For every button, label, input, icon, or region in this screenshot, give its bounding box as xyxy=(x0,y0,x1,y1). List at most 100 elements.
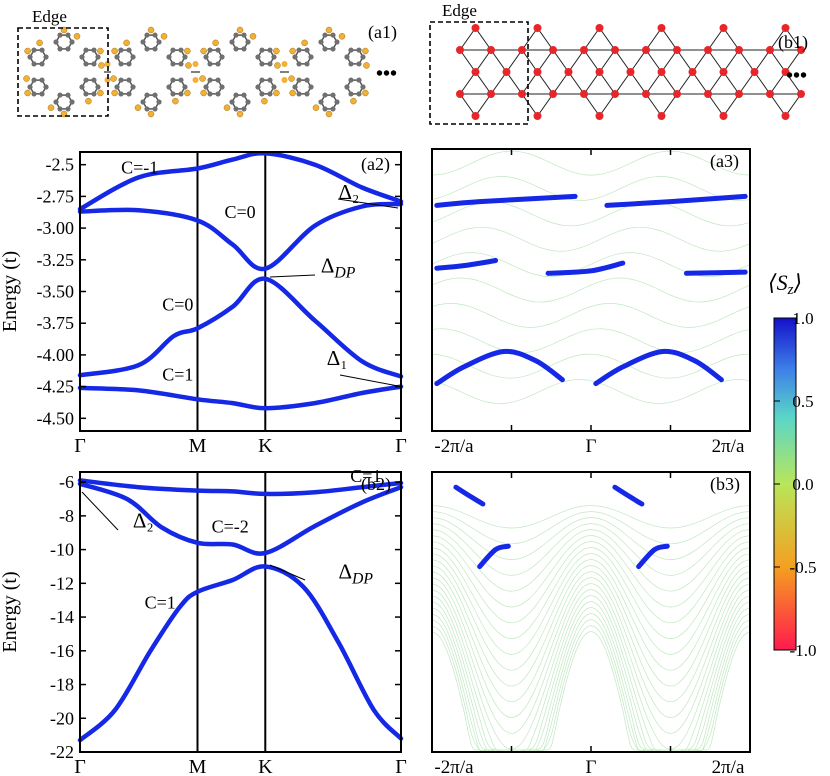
y-tick-label: -8 xyxy=(59,506,74,526)
bulk-band-line xyxy=(431,577,751,718)
hydrogen-atom xyxy=(24,89,31,97)
hydrogen-atom xyxy=(123,39,130,47)
lattice-site xyxy=(704,46,712,54)
lattice-site xyxy=(564,68,573,76)
colorbar: ⟨Sz⟩ 1.0 0.5 0.0 -0.5 -1.0 xyxy=(768,270,816,660)
bulk-band-line xyxy=(431,601,751,751)
kagome-triangle xyxy=(645,27,678,51)
carbon-atom xyxy=(39,61,45,67)
lattice-site xyxy=(502,68,511,76)
x-tick-label: K xyxy=(258,756,273,776)
hydrogen-atom xyxy=(223,104,231,111)
x-tick-label: Γ xyxy=(586,757,597,776)
edge-state-3 xyxy=(477,543,511,569)
carbon-atom xyxy=(219,54,225,60)
ribbon-spectrum-a3: -2π/a Γ 2π/a (a3) xyxy=(431,148,751,457)
y-tick-label: -4.50 xyxy=(37,408,75,428)
annotation-pointer xyxy=(337,198,399,209)
lattice-site xyxy=(518,46,526,54)
lattice-site xyxy=(456,46,464,54)
hydrogen-atom xyxy=(338,33,346,40)
hydrogen-atom xyxy=(185,62,192,69)
x-tick-label: -2π/a xyxy=(434,757,474,776)
annotation-label: C=-2 xyxy=(212,517,249,537)
y-tick-label: -3.00 xyxy=(37,218,75,238)
edge-box-b1 xyxy=(429,21,529,125)
kagome-triangle xyxy=(769,27,802,51)
bulk-band-line xyxy=(431,150,751,176)
bulk-band-line xyxy=(431,571,751,703)
hydrogen-atom xyxy=(273,89,280,97)
hydrogen-atom xyxy=(192,77,199,83)
y-tick-label: -3.50 xyxy=(37,282,75,302)
lattice-site xyxy=(719,24,728,32)
x-tick-label: Γ xyxy=(395,435,407,457)
carbon-atom xyxy=(267,47,273,53)
lattice-site xyxy=(471,68,480,76)
kagome-triangle xyxy=(707,93,740,117)
lattice-site xyxy=(781,112,790,120)
carbon-atom xyxy=(292,84,298,90)
annotation-label: C=-1 xyxy=(121,158,158,178)
lattice-site xyxy=(533,112,542,120)
hydrogen-atom xyxy=(184,89,191,97)
y-tick-label: -6 xyxy=(59,472,74,492)
ellipsis-b1: ••• xyxy=(786,65,807,87)
carbon-atom xyxy=(118,77,124,83)
x-tick-label: -2π/a xyxy=(434,436,474,457)
y-tick-label: -16 xyxy=(50,641,74,661)
carbon-atom xyxy=(170,61,176,67)
carbon-atom xyxy=(31,61,37,67)
carbon-atom xyxy=(130,54,136,60)
carbon-atom xyxy=(348,61,354,67)
lattice-site xyxy=(580,90,588,98)
carbon-atom xyxy=(322,46,328,52)
carbon-atom xyxy=(144,92,150,98)
carbon-atom xyxy=(233,106,239,112)
carbon-atom xyxy=(356,47,362,53)
lattice-site xyxy=(797,90,805,98)
carbon-atom xyxy=(57,106,63,112)
hydrogen-atom xyxy=(236,110,244,118)
carbon-atom xyxy=(166,84,172,90)
colorbar-tick-label: 0.5 xyxy=(792,392,813,411)
carbon-atom xyxy=(245,39,251,45)
edge-state-7 xyxy=(593,348,724,387)
carbon-atom xyxy=(31,47,37,53)
hydrogen-atom xyxy=(363,62,370,69)
annotation-label: C=0 xyxy=(162,295,193,315)
y-tick-label: -3.75 xyxy=(37,313,75,333)
lattice-site xyxy=(626,68,635,76)
hydrogen-atom xyxy=(312,104,320,111)
honeycomb-lattice-structure xyxy=(23,26,370,118)
kagome-triangle xyxy=(459,93,492,117)
axes-frame xyxy=(431,471,751,753)
carbon-atom xyxy=(156,99,162,105)
carbon-atom xyxy=(126,47,132,53)
edge-state-2 xyxy=(612,484,645,507)
carbon-atom xyxy=(304,61,310,67)
carbon-atom xyxy=(267,91,273,97)
kagome-triangle xyxy=(676,71,709,95)
carbon-atom xyxy=(140,99,146,105)
kagome-triangle xyxy=(459,27,492,51)
panel-label: (b3) xyxy=(710,474,740,495)
bulk-band-line xyxy=(431,529,751,592)
carbon-atom xyxy=(322,92,328,98)
carbon-atom xyxy=(152,92,158,98)
lattice-site xyxy=(781,68,790,76)
carbon-atom xyxy=(69,99,75,105)
annotation-label: Δ₂ xyxy=(338,180,359,204)
carbon-atom xyxy=(31,91,37,97)
carbon-atom xyxy=(91,47,97,53)
y-tick-label: -4.00 xyxy=(37,345,75,365)
carbon-atom xyxy=(267,77,273,83)
carbon-atom xyxy=(334,39,340,45)
hydrogen-atom xyxy=(85,97,92,105)
colorbar-title: ⟨Sz⟩ xyxy=(768,270,802,298)
lattice-site xyxy=(549,46,557,54)
carbon-atom xyxy=(203,84,209,90)
carbon-atom xyxy=(259,47,265,53)
carbon-atom xyxy=(178,47,184,53)
carbon-atom xyxy=(91,77,97,83)
